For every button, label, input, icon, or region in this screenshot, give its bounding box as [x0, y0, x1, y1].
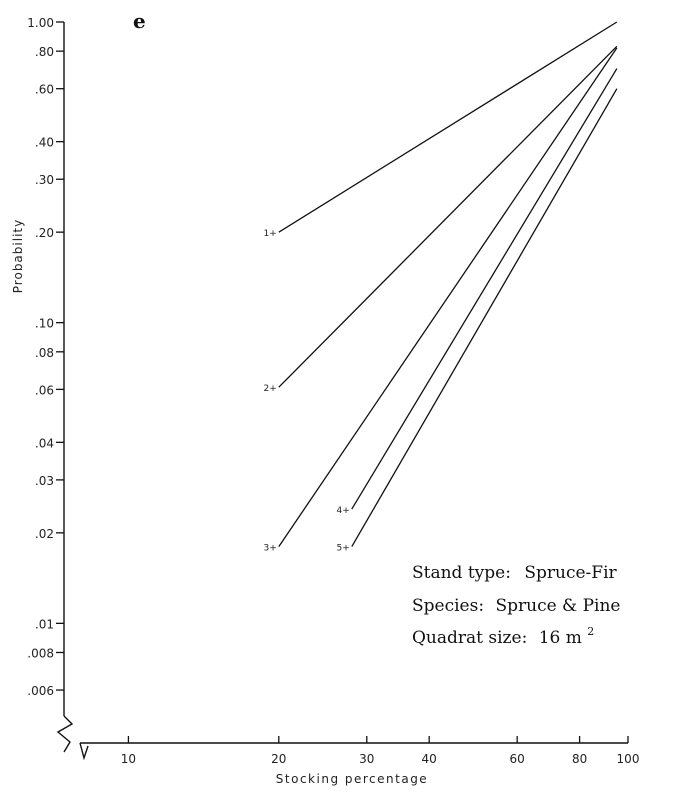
x-tick-label: 20: [271, 752, 286, 766]
series-line-5: [351, 88, 618, 547]
x-tick-label: 10: [121, 752, 136, 766]
annotation-quadrat-superscript: 2: [587, 625, 594, 638]
annotation-stand-type-value: Spruce-Fir: [524, 563, 617, 583]
y-tick-label: .80: [35, 45, 54, 59]
series-lines: 1+ 2+ 3+ 4+ 5+: [264, 21, 618, 554]
series-label-4: 4+: [337, 506, 350, 516]
y-tick-label: .008: [27, 646, 54, 660]
annotation-species: Species: Spruce & Pine: [412, 596, 620, 616]
series-line-1: [278, 21, 618, 233]
x-tick-label: 80: [572, 752, 587, 766]
y-tick-label: .30: [35, 173, 54, 187]
annotation-species-value: Spruce & Pine: [495, 596, 620, 616]
series-label-2: 2+: [264, 384, 277, 394]
series-line-3: [278, 47, 618, 547]
x-tick-label: 40: [422, 752, 437, 766]
y-tick-label: .02: [35, 527, 54, 541]
y-tick-label: .04: [35, 436, 54, 450]
y-tick-label: .006: [27, 684, 54, 698]
series-label-1: 1+: [264, 229, 277, 239]
annotation-stand-type-label: Stand type:: [412, 563, 511, 583]
series-line-4: [351, 68, 618, 510]
x-axis-label: Stocking percentage: [276, 772, 428, 786]
y-axis-label: Probability: [11, 219, 25, 293]
annotation-quadrat-size: Quadrat size: 16 m 2: [412, 625, 594, 648]
y-ticks: 1.00 .80 .60 .40 .30 .20 .10 .08 .06 .04 .03 .02 .01…: [27, 16, 64, 698]
y-tick-label: .08: [35, 346, 54, 360]
panel-letter: e: [133, 9, 146, 33]
annotation-quadrat-label: Quadrat size:: [412, 628, 527, 648]
series-line-2: [278, 45, 618, 388]
axes-layer: [56, 22, 628, 761]
y-tick-label: .03: [35, 474, 54, 488]
x-tick-label: 30: [359, 752, 374, 766]
x-ticks: 10 20 30 40 60 80 100: [121, 736, 640, 766]
y-tick-label: .06: [35, 383, 54, 397]
series-label-5: 5+: [337, 544, 350, 554]
annotation-block: Stand type: Spruce-Fir Species: Spruce &…: [412, 563, 620, 648]
y-tick-label: .10: [35, 317, 54, 331]
y-tick-label: .20: [35, 226, 54, 240]
annotation-quadrat-value: 16 m: [539, 628, 582, 648]
x-axis-start-mark: [79, 742, 89, 761]
series-label-3: 3+: [264, 544, 277, 554]
x-tick-label: 60: [510, 752, 525, 766]
y-tick-label: .60: [35, 83, 54, 97]
y-tick-label: .01: [35, 617, 54, 631]
x-tick-label: 100: [617, 752, 640, 766]
annotation-species-label: Species:: [412, 596, 484, 616]
y-tick-label: 1.00: [27, 16, 54, 30]
y-tick-label: .40: [35, 136, 54, 150]
y-axis-break: [56, 715, 74, 753]
annotation-stand-type: Stand type: Spruce-Fir: [412, 563, 618, 583]
